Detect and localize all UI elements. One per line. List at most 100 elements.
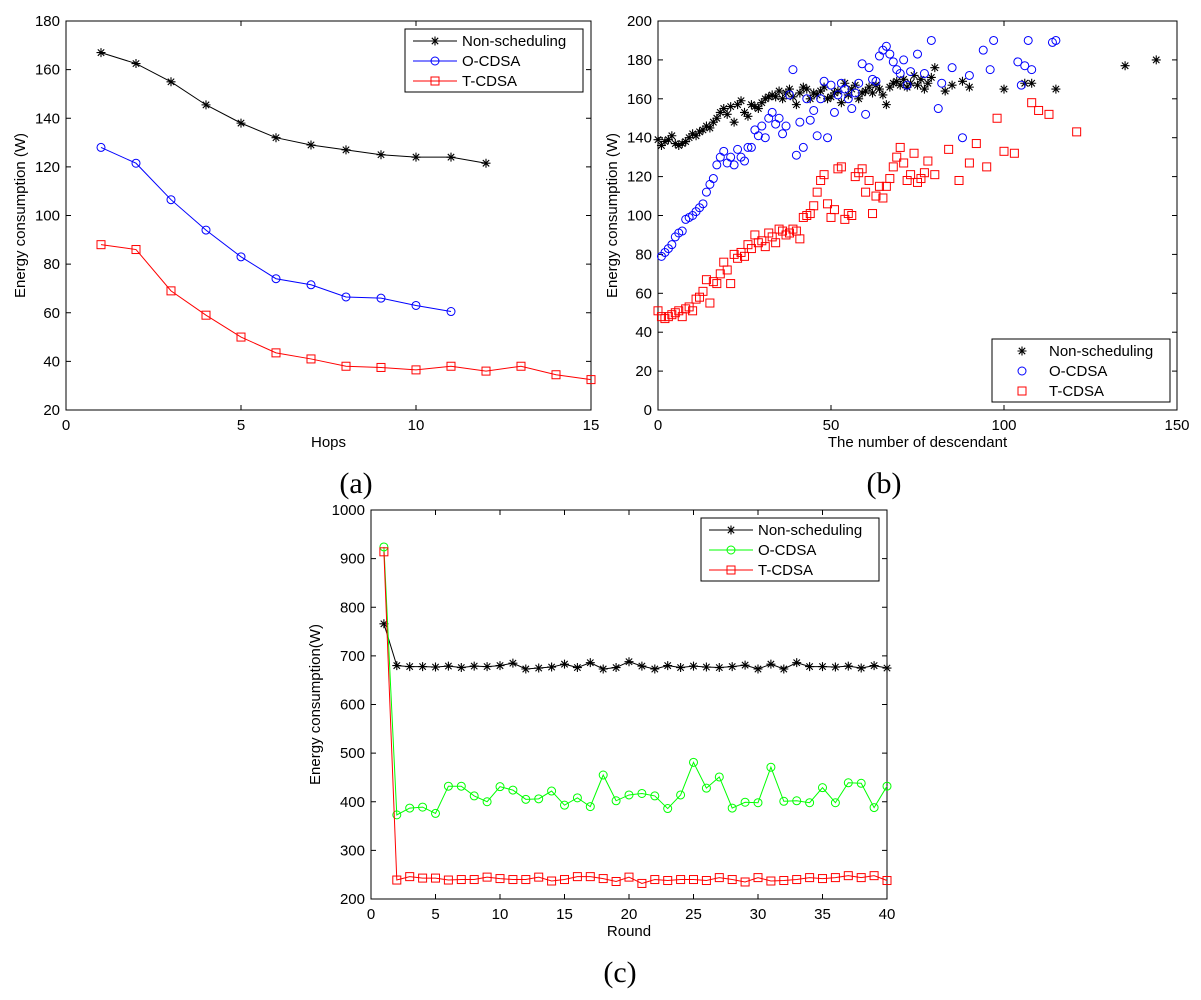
data-point bbox=[909, 70, 919, 80]
data-point bbox=[809, 88, 819, 98]
data-point bbox=[431, 662, 440, 672]
series-line bbox=[383, 623, 888, 670]
data-point bbox=[1009, 148, 1019, 158]
data-point bbox=[1034, 105, 1044, 115]
data-point bbox=[691, 131, 701, 141]
y-tick-label: 400 bbox=[340, 794, 365, 811]
data-point bbox=[798, 142, 808, 152]
data-point bbox=[701, 121, 711, 131]
data-point bbox=[201, 100, 211, 110]
data-point bbox=[637, 788, 647, 798]
x-tick-label: 35 bbox=[814, 906, 831, 923]
data-point bbox=[923, 78, 933, 88]
data-point bbox=[586, 375, 596, 385]
series-o-cdsa bbox=[96, 142, 456, 317]
data-point bbox=[689, 875, 698, 885]
data-point bbox=[729, 160, 739, 170]
data-point bbox=[469, 791, 479, 801]
data-point bbox=[933, 104, 943, 114]
data-point bbox=[712, 113, 722, 123]
panel-label: (a) bbox=[339, 467, 372, 500]
data-point bbox=[947, 63, 957, 73]
data-point bbox=[495, 661, 505, 671]
data-point bbox=[764, 113, 774, 123]
data-point bbox=[418, 802, 428, 812]
data-point bbox=[714, 873, 724, 883]
data-point bbox=[376, 293, 386, 303]
data-point bbox=[919, 84, 929, 94]
data-point bbox=[826, 212, 836, 222]
data-point bbox=[753, 104, 763, 114]
data-point bbox=[656, 312, 666, 322]
data-point bbox=[676, 790, 686, 800]
series-non-scheduling bbox=[96, 48, 491, 168]
data-point bbox=[864, 82, 874, 92]
data-point bbox=[926, 35, 936, 45]
panel-label: (c) bbox=[603, 956, 636, 989]
data-point bbox=[888, 57, 898, 67]
data-point bbox=[771, 119, 781, 129]
data-point bbox=[521, 794, 531, 804]
chart-a: 0 5 10 15 20 40 60 80 100 120 140 160 180 Hops Energy … bbox=[12, 13, 599, 500]
data-point bbox=[418, 662, 428, 672]
data-point bbox=[705, 179, 715, 189]
data-point bbox=[823, 199, 833, 209]
data-point bbox=[681, 137, 691, 147]
data-point bbox=[847, 104, 857, 114]
data-point bbox=[854, 94, 864, 104]
data-point bbox=[508, 785, 518, 795]
y-tick-label: 60 bbox=[635, 285, 652, 302]
data-point bbox=[306, 354, 316, 364]
data-point bbox=[663, 804, 673, 814]
x-tick-label: 10 bbox=[408, 417, 425, 434]
data-point bbox=[598, 664, 608, 674]
data-point bbox=[663, 876, 673, 886]
data-point bbox=[923, 156, 933, 166]
data-point bbox=[816, 94, 826, 104]
data-point bbox=[650, 875, 660, 885]
data-point bbox=[964, 158, 974, 168]
data-point bbox=[650, 664, 660, 674]
data-point bbox=[341, 361, 351, 371]
data-point bbox=[443, 781, 453, 791]
y-tick-label: 20 bbox=[635, 363, 652, 380]
data-point bbox=[411, 300, 421, 310]
y-tick-label: 700 bbox=[340, 648, 365, 665]
data-point bbox=[547, 662, 557, 672]
data-point bbox=[760, 242, 770, 252]
legend-label: T-CDSA bbox=[758, 562, 813, 579]
x-tick-label: 5 bbox=[431, 906, 439, 923]
series-non-scheduling bbox=[379, 619, 892, 674]
x-tick-label: 20 bbox=[621, 906, 638, 923]
data-point bbox=[802, 94, 812, 104]
data-point bbox=[833, 164, 843, 174]
y-tick-label: 20 bbox=[43, 402, 60, 419]
data-point bbox=[715, 152, 725, 162]
data-point bbox=[443, 875, 453, 885]
data-point bbox=[864, 175, 874, 185]
data-point bbox=[957, 133, 967, 143]
data-point bbox=[818, 874, 827, 884]
legend-label: Non-scheduling bbox=[758, 522, 862, 539]
data-point bbox=[727, 875, 737, 885]
data-point bbox=[930, 170, 940, 180]
data-point bbox=[895, 142, 905, 152]
data-point bbox=[940, 86, 950, 96]
data-point bbox=[906, 67, 916, 77]
data-point bbox=[677, 139, 687, 149]
data-point bbox=[795, 88, 805, 98]
data-point bbox=[802, 84, 812, 94]
data-point bbox=[812, 90, 822, 100]
data-point bbox=[376, 362, 386, 372]
data-point bbox=[1023, 35, 1033, 45]
y-axis-label: Energy consumption (W) bbox=[604, 133, 621, 298]
data-point bbox=[830, 798, 840, 808]
data-point bbox=[766, 876, 776, 886]
data-point bbox=[508, 658, 518, 668]
data-point bbox=[902, 80, 912, 90]
data-point bbox=[695, 127, 705, 137]
data-point bbox=[131, 158, 141, 168]
data-point bbox=[534, 872, 544, 882]
data-point bbox=[882, 781, 892, 791]
series-line bbox=[383, 546, 888, 816]
